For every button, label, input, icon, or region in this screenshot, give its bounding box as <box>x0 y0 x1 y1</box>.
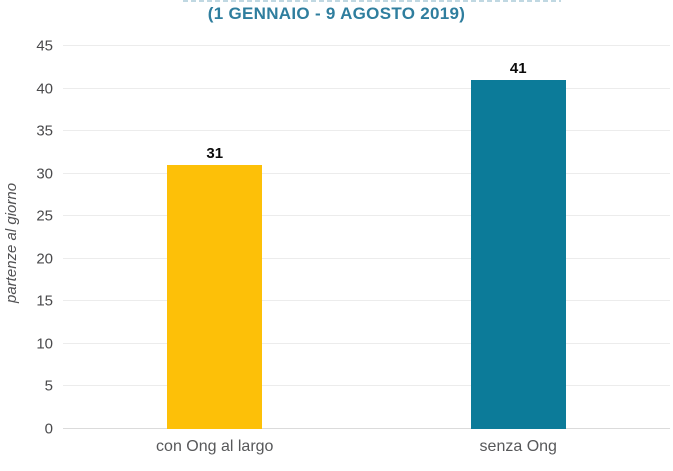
gridline-30 <box>63 172 670 174</box>
x-category-label-0: con Ong al largo <box>156 438 274 455</box>
gridline-0 <box>63 428 670 429</box>
bars-row: 31 41 <box>63 46 670 429</box>
gridline-35 <box>63 130 670 132</box>
y-tick-label-5: 5 <box>44 377 53 395</box>
y-tick-label-45: 45 <box>36 37 53 55</box>
gridline-10 <box>63 342 670 344</box>
y-tick-label-40: 40 <box>36 80 53 98</box>
gridline-25 <box>63 215 670 217</box>
bar-value-label: 41 <box>509 60 527 78</box>
gridline-20 <box>63 257 670 259</box>
bar-group-1: 41 <box>367 46 671 429</box>
y-tick-label-0: 0 <box>44 420 53 438</box>
gridline-15 <box>63 300 670 302</box>
chart-title: (1 GENNAIO - 9 AGOSTO 2019) <box>207 4 466 23</box>
y-tick-label-15: 15 <box>36 292 53 310</box>
y-tick-label-30: 30 <box>36 165 53 183</box>
x-category-label-1: senza Ong <box>479 438 557 455</box>
bar-group-0: 31 <box>63 46 367 429</box>
x-axis-labels: con Ong al largo senza Ong <box>63 438 670 456</box>
y-tick-label-35: 35 <box>36 122 53 140</box>
gridline-5 <box>63 385 670 387</box>
y-axis-ticks: 0 5 10 15 20 25 30 35 40 45 <box>0 39 53 437</box>
y-tick-label-10: 10 <box>36 335 53 353</box>
y-tick-label-20: 20 <box>36 250 53 268</box>
y-tick-label-25: 25 <box>36 207 53 225</box>
plot-area: 31 41 <box>63 45 670 429</box>
bar-value-label: 31 <box>206 145 224 163</box>
bar-con-ong-al-largo <box>167 165 263 429</box>
cropped-text-remnant <box>183 0 561 2</box>
bar-senza-ong <box>470 80 566 429</box>
gridline-45 <box>63 45 670 46</box>
gridline-40 <box>63 87 670 89</box>
